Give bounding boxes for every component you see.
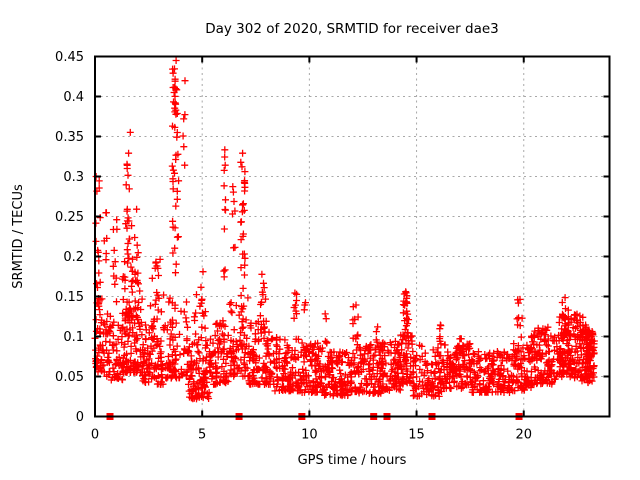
chart-title: Day 302 of 2020, SRMTID for receiver dae… xyxy=(205,21,499,37)
y-tick-label: 0.2 xyxy=(63,250,84,265)
scatter-series xyxy=(91,57,598,403)
axis-layer: 0 5 10 15 20 0 0.05 0.1 0.15 0.2 0.25 0.3 0.35 0.4 0.4… xyxy=(55,50,611,443)
y-tick-label: 0.15 xyxy=(55,290,84,305)
y-tick-label: 0.3 xyxy=(63,170,84,185)
plot-border xyxy=(94,55,611,418)
y-tick-label: 0.35 xyxy=(55,130,84,145)
x-tick-label: 10 xyxy=(301,428,318,443)
x-tick-label: 0 xyxy=(91,428,99,443)
x-axis-title: GPS time / hours xyxy=(298,453,407,468)
x-tick-label: 20 xyxy=(515,428,532,443)
y-tick-label: 0.4 xyxy=(63,90,84,105)
y-tick-label: 0.25 xyxy=(55,210,84,225)
y-tick-label: 0.05 xyxy=(55,370,84,385)
y-tick-label: 0 xyxy=(76,410,84,425)
scatter-points xyxy=(91,57,598,403)
x-tick-label: 5 xyxy=(198,428,206,443)
y-tick-label: 0.45 xyxy=(55,50,84,65)
y-axis-title: SRMTID / TECUs xyxy=(11,184,26,289)
x-tick-label: 15 xyxy=(408,428,425,443)
y-tick-label: 0.1 xyxy=(63,330,84,345)
